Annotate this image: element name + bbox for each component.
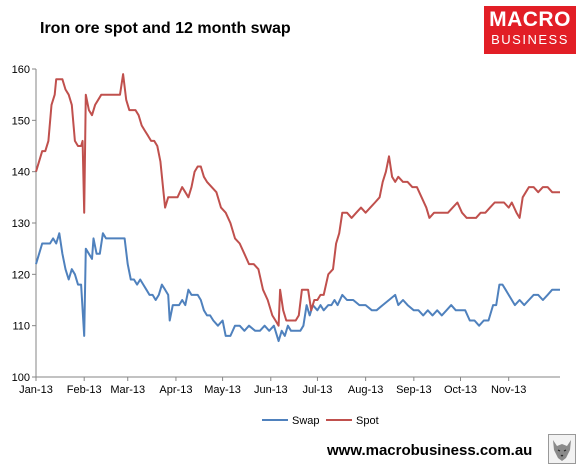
x-tick-label: Nov-13 xyxy=(491,384,526,396)
y-tick-label: 120 xyxy=(12,269,30,281)
y-tick-label: 140 xyxy=(12,167,30,179)
x-tick-label: Jul-13 xyxy=(302,384,332,396)
x-tick-label: Mar-13 xyxy=(110,384,145,396)
x-tick-label: May-13 xyxy=(204,384,241,396)
legend-label-spot: Spot xyxy=(356,415,379,427)
x-tick-label: Feb-13 xyxy=(67,384,102,396)
logo-line-1: MACRO xyxy=(489,8,571,31)
logo-line-2: BUSINESS xyxy=(491,32,569,47)
y-tick-label: 160 xyxy=(12,64,30,76)
x-tick-label: Sep-13 xyxy=(396,384,431,396)
x-tick-label: Jan-13 xyxy=(19,384,53,396)
y-tick-label: 100 xyxy=(12,372,30,384)
x-tick-label: Aug-13 xyxy=(348,384,383,396)
footer-url: www.macrobusiness.com.au xyxy=(327,442,533,459)
chart-title: Iron ore spot and 12 month swap xyxy=(40,20,291,37)
x-tick-label: Oct-13 xyxy=(444,384,477,396)
y-tick-label: 150 xyxy=(12,115,30,127)
series-line-spot xyxy=(35,73,560,327)
legend-label-swap: Swap xyxy=(292,415,320,427)
series-line-swap xyxy=(35,232,560,343)
y-tick-label: 110 xyxy=(12,321,30,333)
macrobusiness-logo: MACRO BUSINESS xyxy=(484,6,576,54)
wolf-emblem-icon xyxy=(548,434,576,464)
x-tick-label: Jun-13 xyxy=(254,384,288,396)
y-tick-label: 130 xyxy=(12,218,30,230)
x-tick-label: Apr-13 xyxy=(159,384,192,396)
